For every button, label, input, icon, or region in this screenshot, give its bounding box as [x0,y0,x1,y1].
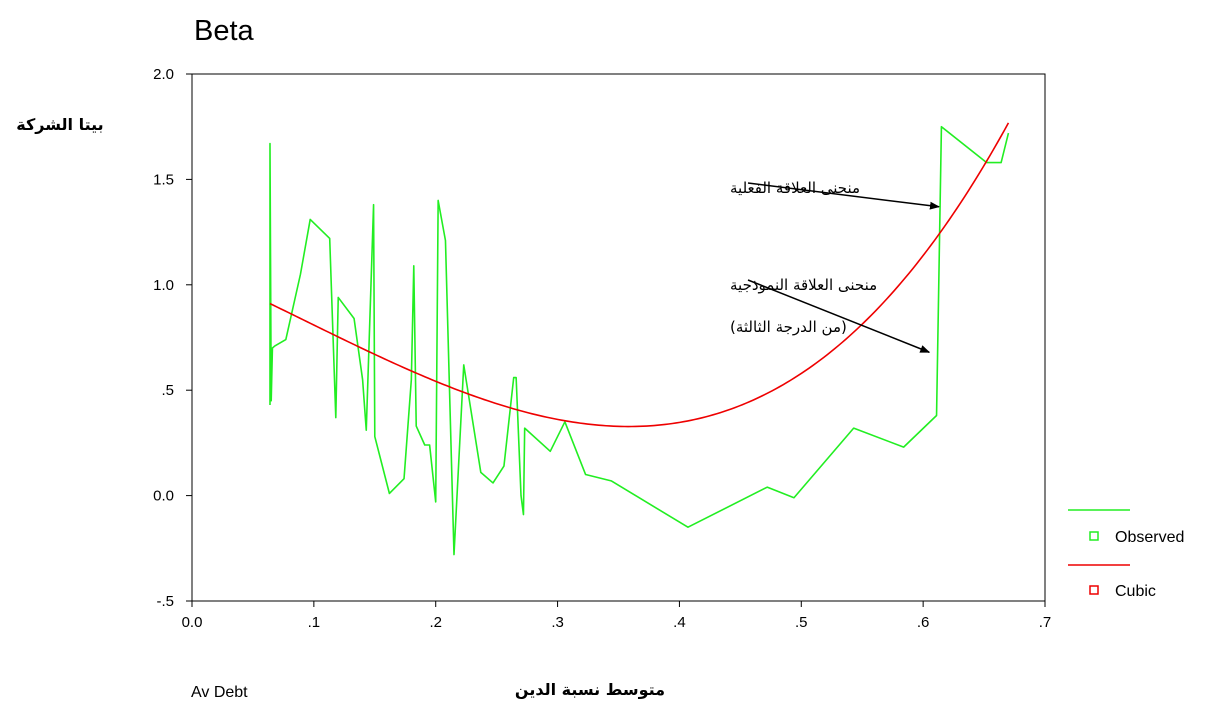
legend: Observed Cubic [1068,509,1184,600]
legend-label-cubic: Cubic [1115,583,1156,600]
plot-frame [191,73,1046,602]
chart-title: Beta [194,15,255,47]
x-variable-label: Av Debt [191,684,248,701]
x-tick-label: .4 [673,614,686,631]
y-tick-label: 0.0 [153,488,174,505]
y-axis-label: بيتا الشركة [16,115,103,134]
x-tick-label: .5 [795,614,808,631]
legend-marker-observed [1089,531,1099,541]
y-tick-label: 1.0 [153,277,174,294]
x-axis-label: متوسط نسبة الدين [515,680,665,699]
x-tick-label: .1 [308,614,321,631]
annotation-label: منحنى العلاقة النموذجية [730,276,877,294]
series-layer [269,122,1010,556]
annotation-arrow [747,279,931,353]
y-tick-label: 1.5 [153,171,174,188]
x-tick-label: .7 [1039,614,1052,631]
legend-marker-cubic [1089,585,1099,595]
x-tick-label: 0.0 [182,614,203,631]
y-tick-label: .5 [161,382,174,399]
annotation-label: (من الدرجة الثالثة) [730,318,847,336]
series-line-observed [269,125,1010,556]
legend-label-observed: Observed [1115,529,1184,546]
annotation-arrow [747,182,940,210]
y-tick-label: -.5 [156,593,174,610]
x-tick-label: .2 [429,614,442,631]
series-line-cubic [269,122,1010,428]
x-tick-label: .3 [551,614,564,631]
y-tick-label: 2.0 [153,66,174,83]
axis-ticks: 0.0 .1 .2 .3 .4 .5 .6 .7 -.5 0.0 .5 1.0 1.5 2.0 [153,66,1051,631]
x-tick-label: .6 [917,614,930,631]
